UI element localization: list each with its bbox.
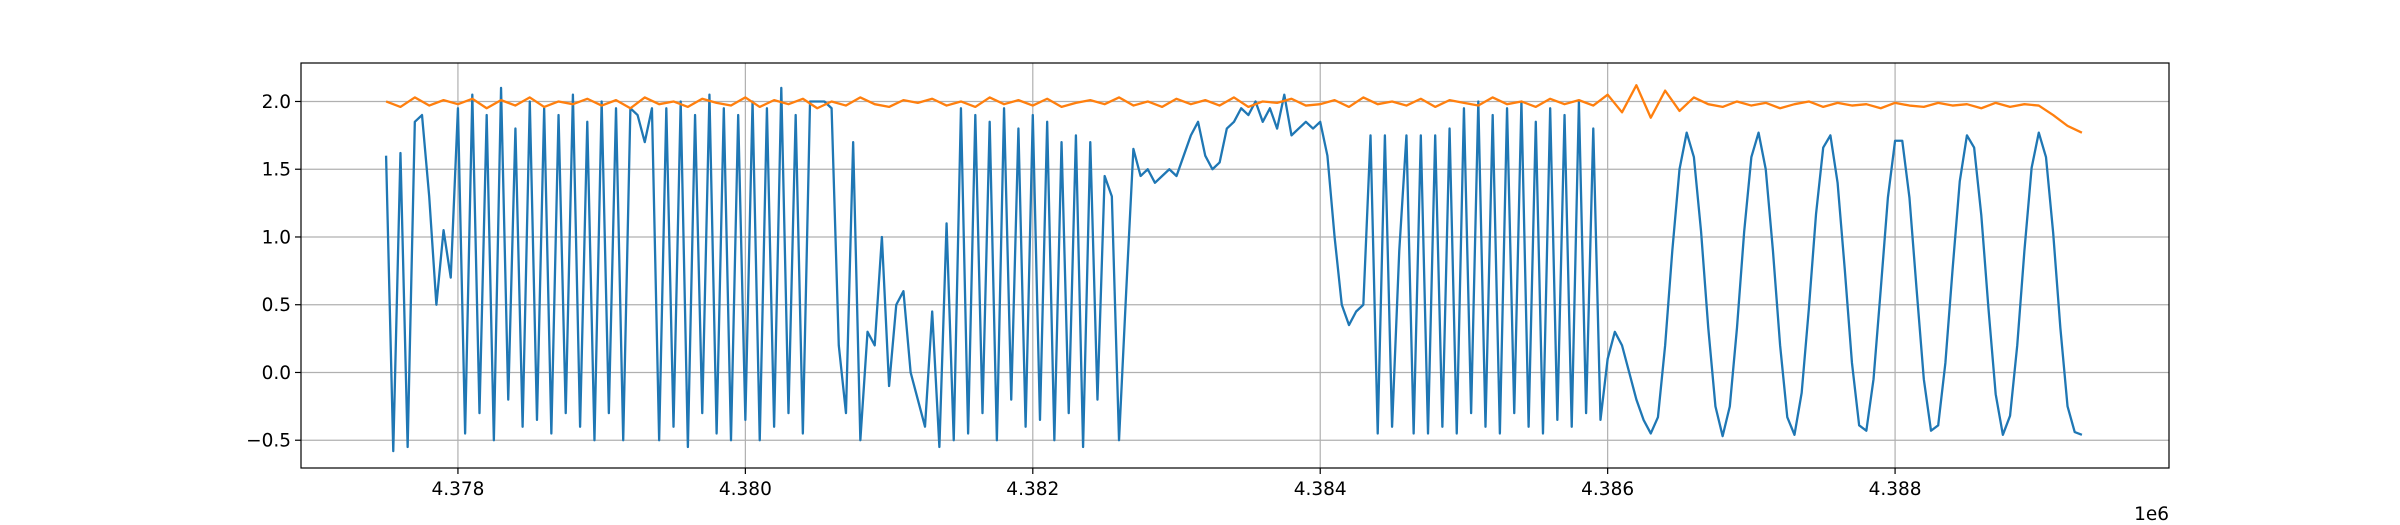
data-line <box>385 84 2083 134</box>
y-tick-label: −0.5 <box>246 431 291 452</box>
axes-frame <box>300 62 2170 469</box>
y-tick-label: 0.5 <box>262 295 291 316</box>
y-tick-label: 0.0 <box>262 363 291 384</box>
x-tick-label: 4.380 <box>719 479 772 500</box>
x-tick-label: 4.386 <box>1581 479 1634 500</box>
x-tick-label: 4.388 <box>1869 479 1922 500</box>
axes: 4.378 4.380 4.382 4.384 4.386 4.388 −0.5 0.0 0.5… <box>246 62 2170 500</box>
x-offset-label: 1e6 <box>2134 504 2169 525</box>
y-tick-label: 1.0 <box>262 227 291 248</box>
y-tick-label: 1.5 <box>262 160 291 181</box>
y-tick-label: 2.0 <box>262 92 291 113</box>
data-line <box>384 86 2083 453</box>
x-tick-label: 4.378 <box>431 479 484 500</box>
x-tick-label: 4.384 <box>1294 479 1347 500</box>
plot-area <box>384 84 2083 453</box>
x-tick-label: 4.382 <box>1006 479 1059 500</box>
